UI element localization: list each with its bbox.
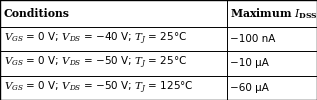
Text: $V_{GS}$ = 0 V; $V_{DS}$ = −40 V; $T_J$ = 25°C: $V_{GS}$ = 0 V; $V_{DS}$ = −40 V; $T_J$ … — [4, 31, 187, 47]
Text: −60 μA: −60 μA — [230, 83, 269, 93]
Text: $\mathbf{Maximum}\ \mathbf{\mathit{I}}_{\mathbf{DSS}}$: $\mathbf{Maximum}\ \mathbf{\mathit{I}}_{… — [230, 6, 317, 21]
Text: $V_{GS}$ = 0 V; $V_{DS}$ = −50 V; $T_J$ = 125°C: $V_{GS}$ = 0 V; $V_{DS}$ = −50 V; $T_J$ … — [4, 80, 193, 96]
Text: −10 μA: −10 μA — [230, 58, 269, 68]
Text: $V_{GS}$ = 0 V; $V_{DS}$ = −50 V; $T_J$ = 25°C: $V_{GS}$ = 0 V; $V_{DS}$ = −50 V; $T_J$ … — [4, 55, 187, 71]
Text: Conditions: Conditions — [4, 8, 70, 19]
Text: −100 nA: −100 nA — [230, 34, 276, 44]
